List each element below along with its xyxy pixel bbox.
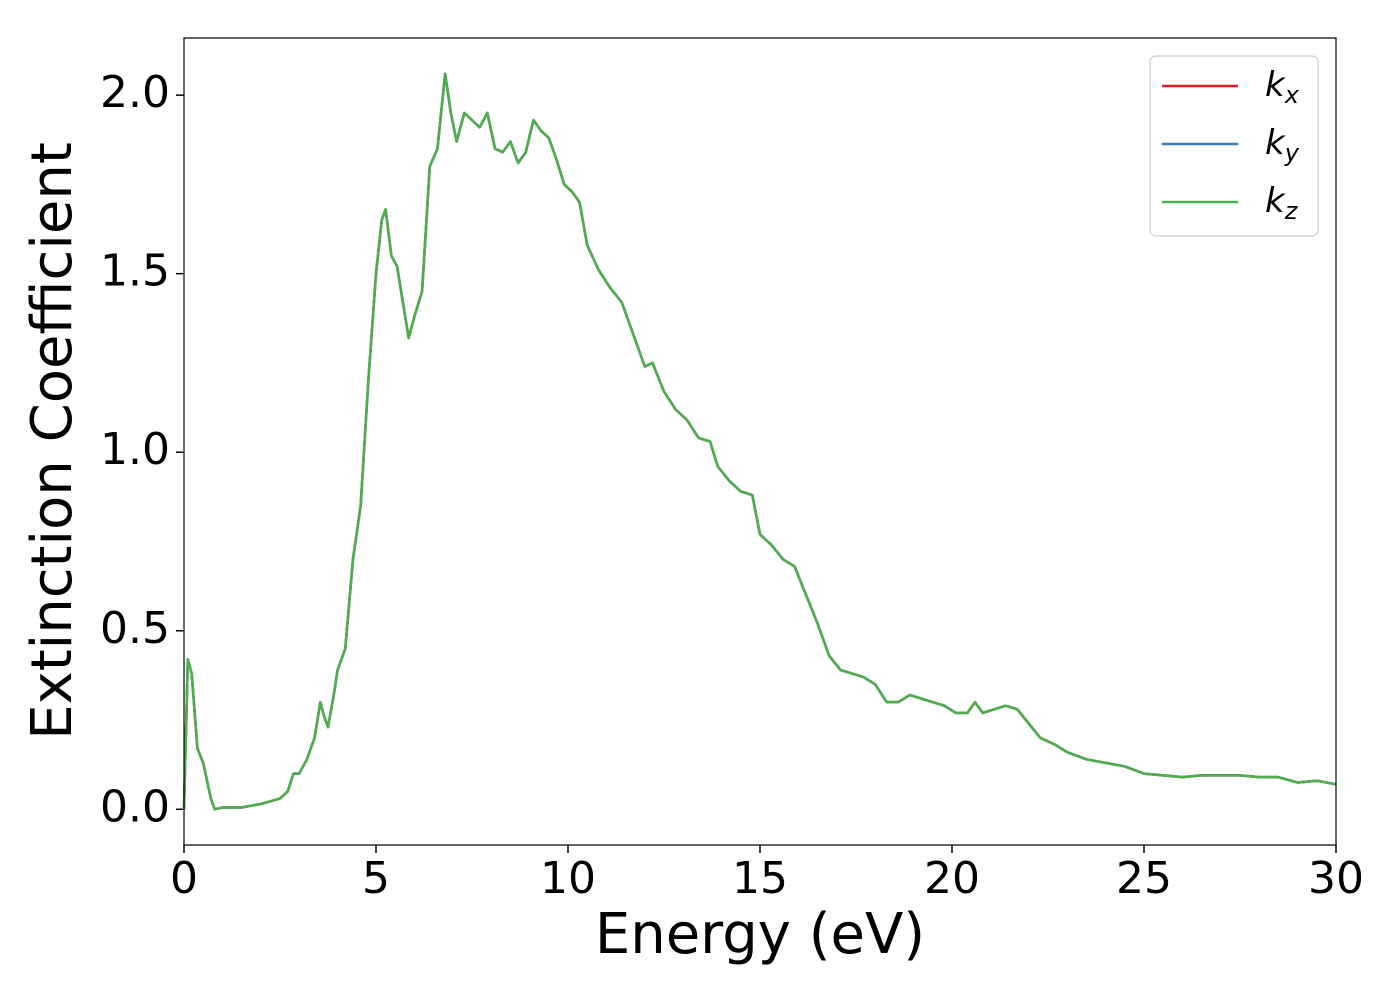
y-tick-label: 0.0 [100,781,170,832]
y-tick-label: 2.0 [100,67,170,118]
x-tick-label: 15 [732,853,788,904]
legend-label: kz [1265,181,1299,226]
y-axis-label: Extinction Coefficient [20,142,85,740]
x-tick-label: 5 [362,853,390,904]
x-axis-label: Energy (eV) [595,902,925,967]
plot-frame [183,37,1337,846]
x-tick-label: 20 [924,853,980,904]
y-tick-label: 1.0 [100,424,170,475]
x-tick-label: 0 [170,853,198,904]
y-tick-label: 1.5 [100,246,170,297]
x-tick-label: 30 [1308,853,1364,904]
x-tick-label: 10 [540,853,596,904]
legend-label: kx [1265,65,1300,110]
legend-label: ky [1265,123,1300,168]
x-tick-label: 25 [1116,853,1172,904]
legend-box [1149,55,1319,237]
data-line [182,72,1337,811]
y-tick-label: 0.5 [100,603,170,654]
